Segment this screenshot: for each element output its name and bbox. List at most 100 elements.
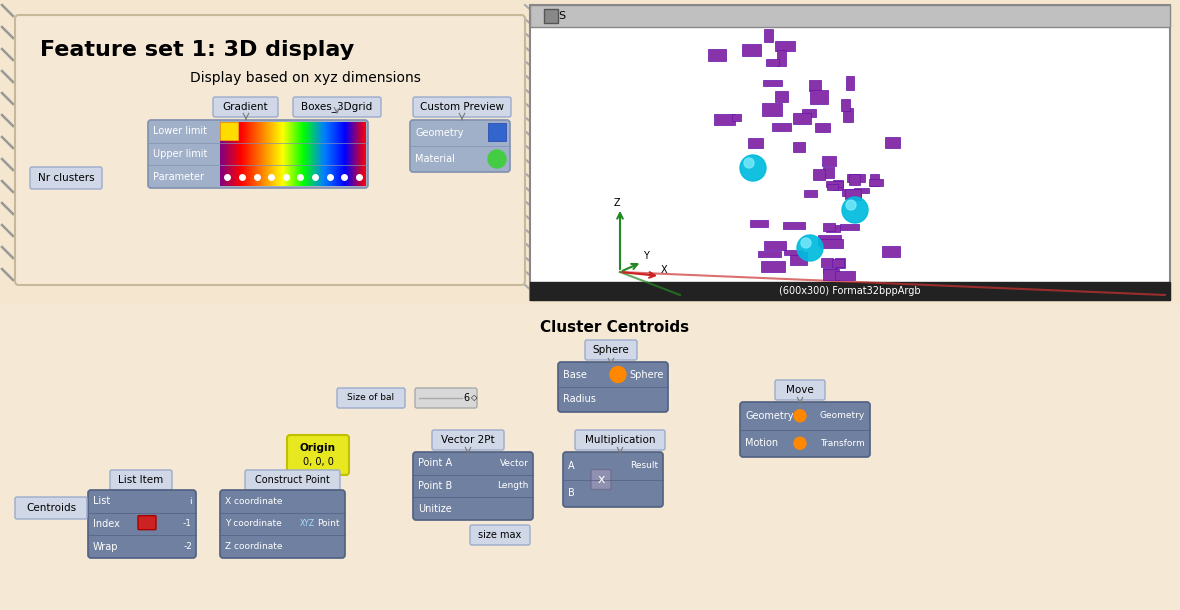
Text: Z coordinate: Z coordinate xyxy=(225,542,282,551)
Bar xyxy=(843,108,853,122)
Bar xyxy=(808,80,820,91)
Bar xyxy=(772,123,791,131)
Bar xyxy=(846,76,854,90)
Bar xyxy=(832,259,844,267)
Bar xyxy=(761,261,785,271)
Bar xyxy=(847,174,865,182)
Text: Feature set 1: 3D display: Feature set 1: 3D display xyxy=(40,40,354,60)
Text: A: A xyxy=(568,461,575,471)
Bar xyxy=(763,29,773,42)
Text: X coordinate: X coordinate xyxy=(225,497,282,506)
Text: Geometry: Geometry xyxy=(745,411,793,421)
Bar xyxy=(793,113,812,124)
FancyBboxPatch shape xyxy=(563,452,663,507)
Circle shape xyxy=(801,238,811,248)
Bar xyxy=(854,188,868,193)
Circle shape xyxy=(740,155,766,181)
Bar xyxy=(802,109,815,117)
Text: Geometry: Geometry xyxy=(820,411,865,420)
Bar xyxy=(742,45,761,56)
Bar xyxy=(784,250,802,255)
Bar xyxy=(824,167,833,178)
Bar xyxy=(841,189,854,196)
Text: Radius: Radius xyxy=(563,395,596,404)
Bar xyxy=(804,190,817,197)
FancyBboxPatch shape xyxy=(585,340,637,360)
Bar xyxy=(822,268,837,273)
Text: Lower limit: Lower limit xyxy=(153,126,206,136)
Text: Result: Result xyxy=(630,461,658,470)
Bar xyxy=(219,122,238,140)
Bar xyxy=(793,142,806,152)
Text: Vector 2Pt: Vector 2Pt xyxy=(441,435,494,445)
Bar xyxy=(775,41,794,51)
Bar xyxy=(489,123,506,141)
Bar xyxy=(824,269,839,280)
Bar xyxy=(885,137,899,148)
Bar xyxy=(815,123,830,132)
FancyBboxPatch shape xyxy=(740,402,870,457)
Text: Geometry: Geometry xyxy=(415,128,464,138)
Text: Cluster Centroids: Cluster Centroids xyxy=(540,320,689,336)
Text: Transform: Transform xyxy=(820,439,865,448)
Text: Index: Index xyxy=(93,519,120,529)
Text: 6: 6 xyxy=(463,393,470,403)
Text: S: S xyxy=(558,11,565,21)
Bar xyxy=(833,181,843,190)
Bar xyxy=(822,223,835,231)
Text: ◇: ◇ xyxy=(471,393,478,403)
Bar xyxy=(732,114,741,121)
Text: x: x xyxy=(597,473,604,486)
Text: (600x300) Format32bppArgb: (600x300) Format32bppArgb xyxy=(779,286,920,296)
Bar xyxy=(544,9,558,23)
Bar xyxy=(824,237,832,246)
Text: Gradient: Gradient xyxy=(223,102,268,112)
FancyBboxPatch shape xyxy=(337,388,405,408)
Bar xyxy=(0,305,1180,610)
FancyBboxPatch shape xyxy=(591,470,611,489)
Bar xyxy=(811,90,828,104)
Bar xyxy=(775,91,787,102)
FancyBboxPatch shape xyxy=(409,120,510,172)
Text: Sphere: Sphere xyxy=(592,345,629,355)
Bar xyxy=(784,222,805,229)
Text: 0, 0, 0: 0, 0, 0 xyxy=(302,457,334,467)
FancyBboxPatch shape xyxy=(775,380,825,400)
Text: Length: Length xyxy=(498,481,529,490)
FancyBboxPatch shape xyxy=(413,452,533,520)
Text: -1: -1 xyxy=(183,520,192,528)
Text: Multiplication: Multiplication xyxy=(585,435,655,445)
Text: Parameter: Parameter xyxy=(153,171,204,182)
Bar xyxy=(820,258,833,267)
FancyBboxPatch shape xyxy=(110,470,172,490)
Circle shape xyxy=(846,200,856,210)
Bar xyxy=(776,50,786,66)
FancyBboxPatch shape xyxy=(214,97,278,117)
Text: Move: Move xyxy=(786,385,814,395)
Bar xyxy=(845,189,861,199)
FancyBboxPatch shape xyxy=(558,362,668,412)
Text: Upper limit: Upper limit xyxy=(153,149,208,159)
Text: i: i xyxy=(189,497,192,506)
Circle shape xyxy=(489,150,506,168)
Text: Base: Base xyxy=(563,370,586,379)
Bar xyxy=(530,5,1171,300)
Circle shape xyxy=(610,367,627,382)
Text: Y: Y xyxy=(643,251,649,261)
Text: Z: Z xyxy=(614,198,621,208)
Circle shape xyxy=(843,197,868,223)
Text: Nr clusters: Nr clusters xyxy=(38,173,94,183)
FancyBboxPatch shape xyxy=(575,430,666,450)
Bar xyxy=(840,224,859,229)
Bar xyxy=(870,174,879,187)
Bar xyxy=(881,246,900,257)
Bar xyxy=(748,138,763,148)
Circle shape xyxy=(745,158,754,168)
Bar xyxy=(868,179,883,186)
Bar xyxy=(714,114,735,125)
FancyBboxPatch shape xyxy=(219,490,345,558)
Text: X: X xyxy=(661,265,668,275)
FancyBboxPatch shape xyxy=(15,15,525,285)
Bar xyxy=(818,235,841,245)
Text: Point: Point xyxy=(317,520,340,528)
